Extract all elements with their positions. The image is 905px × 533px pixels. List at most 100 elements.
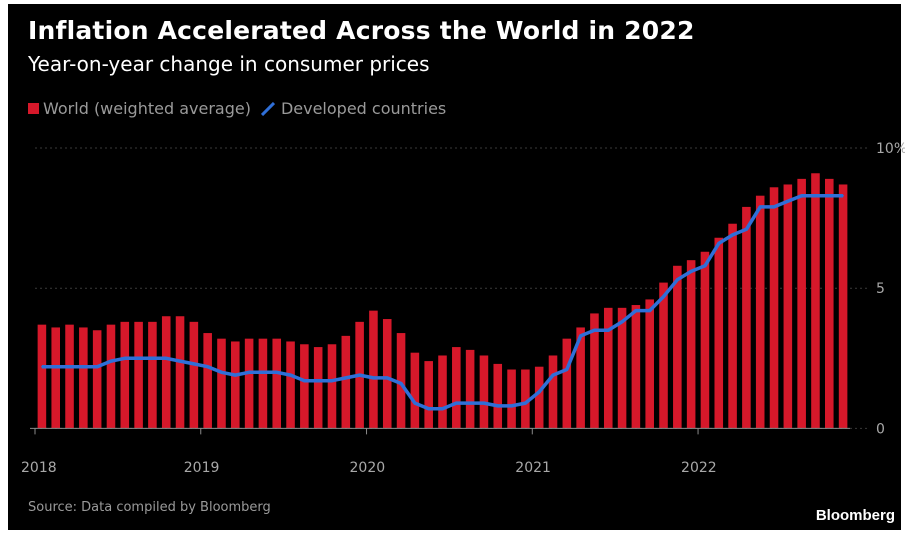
point-developed-2021-02 <box>552 374 554 376</box>
point-developed-2018-11 <box>179 360 181 362</box>
point-developed-2019-01 <box>207 366 209 368</box>
bar-2019-09 <box>314 347 323 428</box>
point-developed-2021-04 <box>580 335 582 337</box>
point-developed-2022-03 <box>732 234 734 236</box>
point-developed-2019-08 <box>304 380 306 382</box>
point-developed-2022-05 <box>759 206 761 208</box>
bar-2021-08 <box>632 305 641 428</box>
y-tick-label-0: 0 <box>876 421 885 437</box>
point-developed-2018-05 <box>96 366 98 368</box>
bar-2018-04 <box>79 327 88 428</box>
point-developed-2019-12 <box>359 374 361 376</box>
point-developed-2018-07 <box>124 357 126 359</box>
point-developed-2021-12 <box>690 271 692 273</box>
point-developed-2022-02 <box>718 243 720 245</box>
point-developed-2020-06 <box>442 408 444 410</box>
bar-2020-08 <box>466 350 475 428</box>
bars-world <box>38 173 848 428</box>
x-axis: 2018 2019 2020 2021 2022 <box>21 428 850 476</box>
bar-2020-10 <box>493 364 502 428</box>
bar-2020-07 <box>452 347 461 428</box>
bar-2021-11 <box>673 266 682 429</box>
bar-2019-11 <box>342 336 351 429</box>
point-developed-2020-04 <box>414 402 416 404</box>
point-developed-2021-10 <box>663 296 665 298</box>
bar-2022-10 <box>825 179 834 429</box>
point-developed-2021-06 <box>607 329 609 331</box>
point-developed-2020-01 <box>373 377 375 379</box>
bar-2021-10 <box>659 283 668 429</box>
point-developed-2020-10 <box>497 405 499 407</box>
point-developed-2019-02 <box>221 372 223 374</box>
point-developed-2021-01 <box>538 391 540 393</box>
point-developed-2018-01 <box>41 366 43 368</box>
point-developed-2022-11 <box>842 195 844 197</box>
point-developed-2018-04 <box>83 366 85 368</box>
bar-2018-11 <box>176 316 185 428</box>
x-tick-label-2018: 2018 <box>21 460 57 476</box>
x-tick-label-2022: 2022 <box>681 460 717 476</box>
point-developed-2018-06 <box>110 360 112 362</box>
bar-2019-04 <box>245 339 254 429</box>
bar-2018-01 <box>38 325 47 429</box>
point-developed-2018-10 <box>165 357 167 359</box>
y-tick-label-2: 10% <box>876 141 905 157</box>
point-developed-2018-08 <box>138 357 140 359</box>
bar-2021-03 <box>563 339 572 429</box>
point-developed-2018-12 <box>193 363 195 365</box>
bar-2021-07 <box>618 308 627 429</box>
point-developed-2021-07 <box>621 321 623 323</box>
point-developed-2020-09 <box>483 402 485 404</box>
point-developed-2022-08 <box>801 195 803 197</box>
point-developed-2022-06 <box>773 206 775 208</box>
bar-2020-09 <box>480 355 489 428</box>
bar-2020-11 <box>507 370 516 429</box>
point-developed-2020-07 <box>456 402 458 404</box>
point-developed-2019-03 <box>234 374 236 376</box>
bar-2019-06 <box>272 339 281 429</box>
point-developed-2021-11 <box>677 279 679 281</box>
bar-2022-08 <box>797 179 806 429</box>
bar-2018-12 <box>190 322 199 429</box>
bar-2022-11 <box>839 184 848 428</box>
bar-2018-08 <box>134 322 143 429</box>
bar-2020-05 <box>424 361 433 428</box>
point-developed-2019-11 <box>345 377 347 379</box>
point-developed-2021-03 <box>566 369 568 371</box>
bar-2019-07 <box>286 341 295 428</box>
bar-2022-09 <box>811 173 820 428</box>
point-developed-2020-12 <box>525 402 527 404</box>
point-developed-2020-11 <box>511 405 513 407</box>
point-developed-2019-04 <box>248 372 250 374</box>
point-developed-2020-02 <box>386 377 388 379</box>
point-developed-2021-05 <box>594 329 596 331</box>
point-developed-2018-03 <box>69 366 71 368</box>
bar-2022-04 <box>742 207 751 428</box>
bar-2021-02 <box>549 355 558 428</box>
point-developed-2022-04 <box>746 229 748 231</box>
bar-2019-05 <box>259 339 268 429</box>
bar-2022-02 <box>714 238 723 429</box>
point-developed-2019-10 <box>331 380 333 382</box>
point-developed-2019-07 <box>290 374 292 376</box>
bar-2018-02 <box>51 327 60 428</box>
point-developed-2022-07 <box>787 200 789 202</box>
bar-2019-08 <box>300 344 309 428</box>
point-developed-2021-09 <box>649 310 651 312</box>
bar-2020-02 <box>383 319 392 428</box>
bar-2021-06 <box>604 308 613 429</box>
bar-2018-09 <box>148 322 157 429</box>
bar-2019-02 <box>217 339 226 429</box>
bar-2018-06 <box>107 325 116 429</box>
bar-2020-06 <box>438 355 447 428</box>
bar-2022-07 <box>784 184 793 428</box>
x-tick-label-2021: 2021 <box>515 460 551 476</box>
point-developed-2022-10 <box>828 195 830 197</box>
bar-2018-03 <box>65 325 74 429</box>
point-developed-2018-09 <box>152 357 154 359</box>
point-developed-2019-09 <box>317 380 319 382</box>
point-developed-2022-09 <box>815 195 817 197</box>
point-developed-2020-08 <box>469 402 471 404</box>
